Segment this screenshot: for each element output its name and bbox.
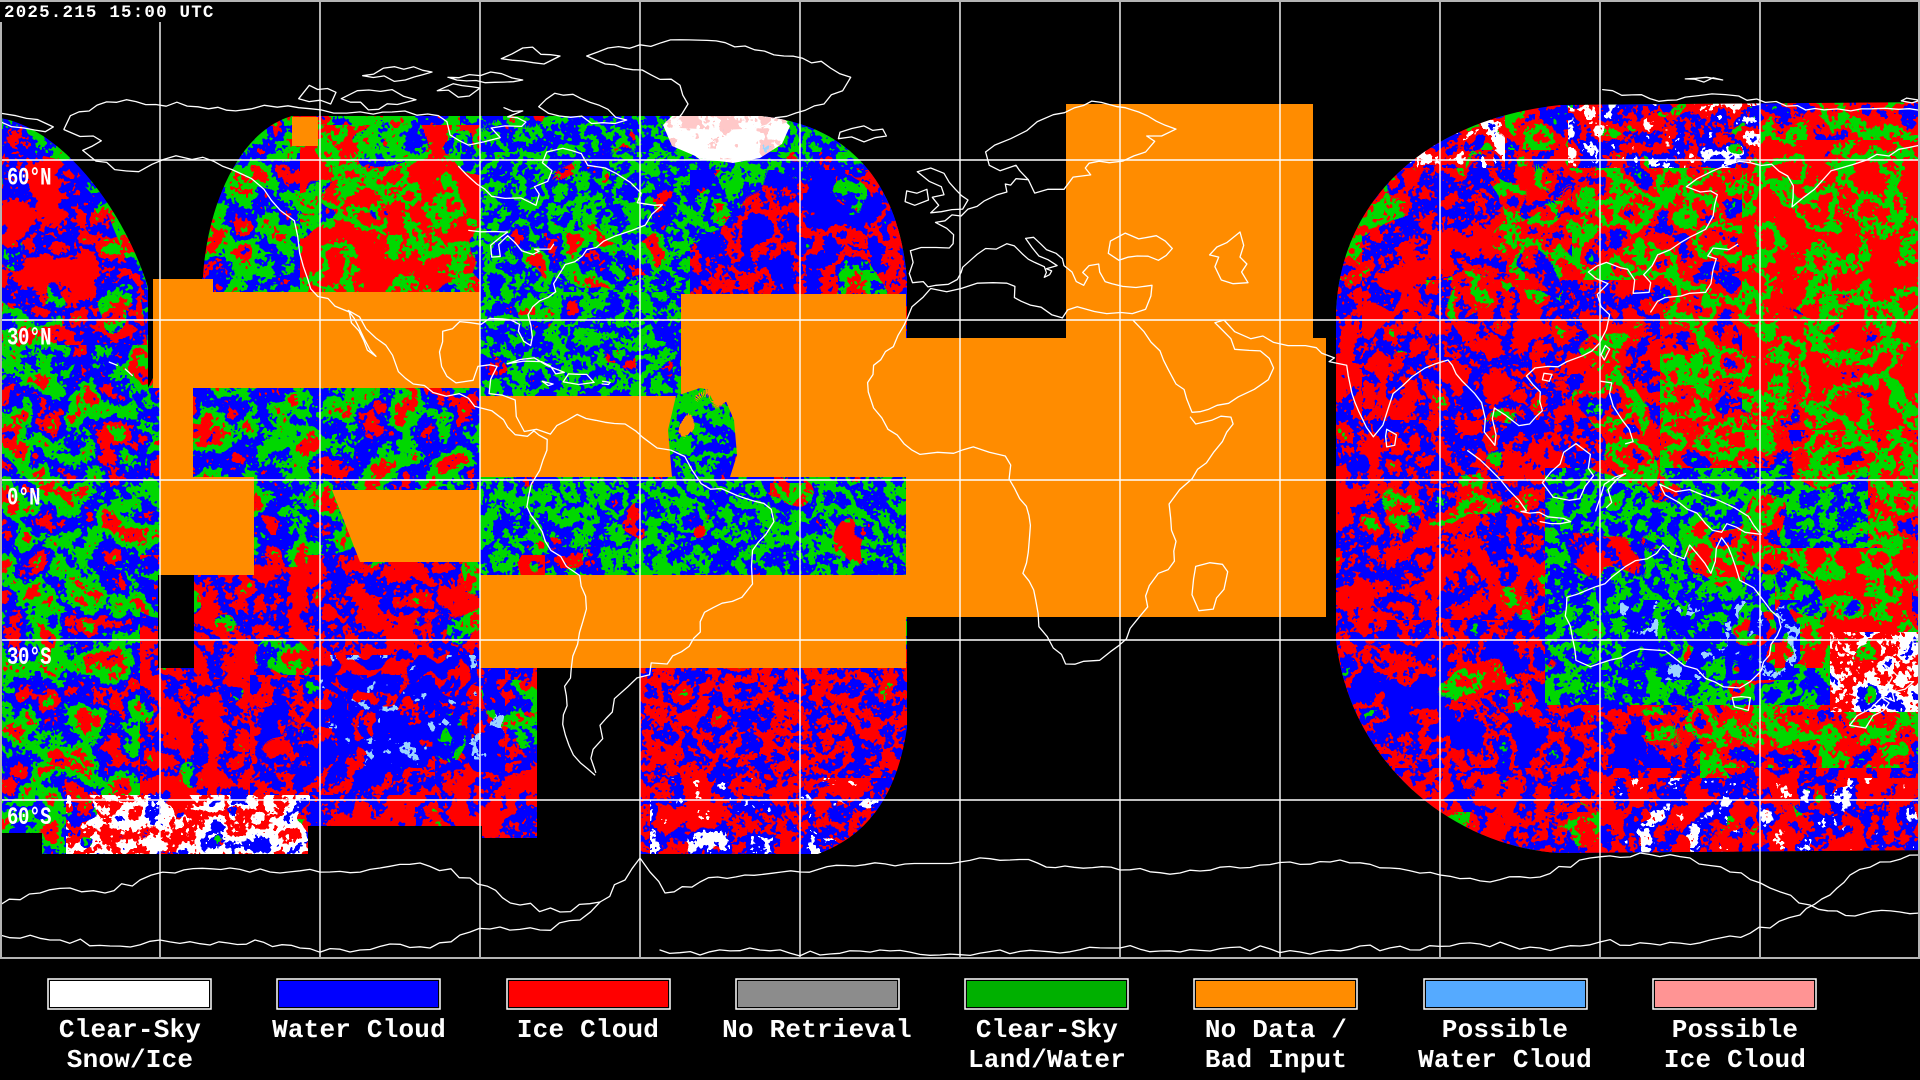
svg-text:30°S: 30°S	[7, 644, 51, 672]
svg-text:Water Cloud: Water Cloud	[272, 1015, 446, 1045]
svg-text:Land/Water: Land/Water	[968, 1045, 1126, 1075]
svg-text:Possible: Possible	[1672, 1015, 1798, 1045]
svg-text:Ice Cloud: Ice Cloud	[1664, 1045, 1806, 1075]
svg-text:60°N: 60°N	[7, 164, 51, 192]
svg-text:Ice Cloud: Ice Cloud	[517, 1015, 659, 1045]
svg-text:Clear-Sky: Clear-Sky	[59, 1015, 201, 1045]
svg-text:60°S: 60°S	[7, 804, 51, 832]
svg-text:2025.215 15:00 UTC: 2025.215 15:00 UTC	[4, 3, 215, 23]
svg-text:Water Cloud: Water Cloud	[1418, 1045, 1592, 1075]
svg-text:No Retrieval: No Retrieval	[722, 1015, 912, 1045]
svg-text:30°N: 30°N	[7, 324, 51, 352]
svg-text:Possible: Possible	[1442, 1015, 1568, 1045]
svg-text:Clear-Sky: Clear-Sky	[976, 1015, 1118, 1045]
svg-text:0°N: 0°N	[7, 484, 40, 512]
svg-text:Snow/Ice: Snow/Ice	[67, 1045, 193, 1075]
svg-text:Bad Input: Bad Input	[1205, 1045, 1347, 1075]
svg-text:No Data /: No Data /	[1205, 1015, 1347, 1045]
